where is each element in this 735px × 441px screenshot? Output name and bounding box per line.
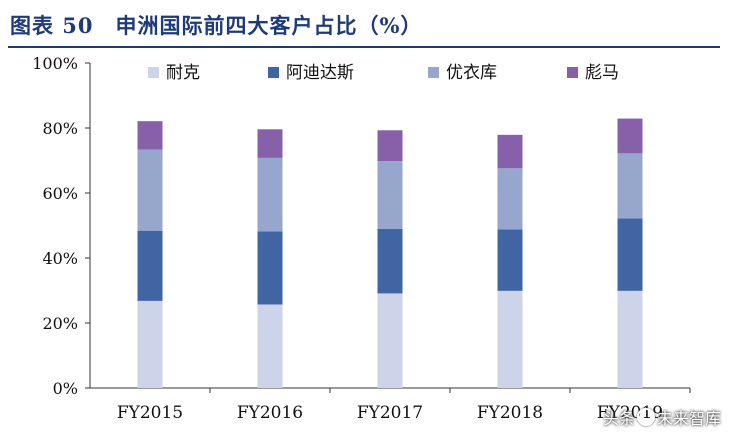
watermark-right: 未来智库: [656, 409, 721, 428]
bar-segment: [257, 129, 283, 158]
figure-title: 图表 50 申洲国际前四大客户占比（%）: [10, 13, 423, 38]
bar-segment: [497, 229, 523, 291]
bar-segment: [377, 161, 403, 229]
legend-swatch: [428, 67, 439, 78]
bars: [137, 118, 643, 388]
legend-label: 阿迪达斯: [286, 63, 354, 83]
legend-label: 彪马: [585, 63, 619, 83]
y-tick-label: 0%: [53, 379, 78, 398]
y-tick-label: 60%: [42, 184, 78, 203]
y-tick-label: 40%: [42, 249, 78, 268]
bar-segment: [257, 304, 283, 388]
x-tick-label: FY2017: [357, 403, 423, 423]
watermark: 头条 未来智库: [603, 405, 721, 429]
bar-segment: [137, 230, 163, 301]
bar-segment: [137, 149, 163, 231]
bar-segment: [617, 118, 643, 154]
x-tick-label: FY2018: [477, 403, 543, 423]
legend-label: 耐克: [166, 63, 200, 83]
y-tick-label: 80%: [42, 119, 78, 138]
bar-segment: [257, 157, 283, 232]
bar-segment: [377, 130, 403, 162]
bar-segment: [377, 293, 403, 388]
watermark-left: 头条: [602, 409, 635, 428]
bar-segment: [497, 290, 523, 388]
legend-swatch: [148, 67, 159, 78]
bar-segment: [617, 153, 643, 219]
bar-segment: [617, 218, 643, 291]
bar-segment: [257, 231, 283, 305]
legend-swatch: [567, 67, 578, 78]
bar-segment: [137, 300, 163, 388]
bar-segment: [617, 290, 643, 388]
bar-segment: [137, 121, 163, 150]
bar-segment: [497, 168, 523, 230]
legend: 耐克 阿迪达斯 优衣库 彪马: [148, 63, 619, 83]
legend-swatch: [268, 67, 279, 78]
axes: 0% 20% 40% 60% 80% 100% FY2015 FY2016 FY2017 FY20…: [32, 54, 691, 423]
title-rule: [8, 46, 720, 48]
bar-segment: [377, 228, 403, 294]
x-tick-label: FY2016: [237, 403, 303, 423]
x-tick-label: FY2015: [117, 403, 183, 423]
y-tick-label: 20%: [42, 314, 78, 333]
watermark-icon: [636, 408, 655, 426]
bar-segment: [497, 134, 523, 169]
y-tick-label: 100%: [32, 54, 78, 73]
legend-label: 优衣库: [446, 63, 497, 83]
